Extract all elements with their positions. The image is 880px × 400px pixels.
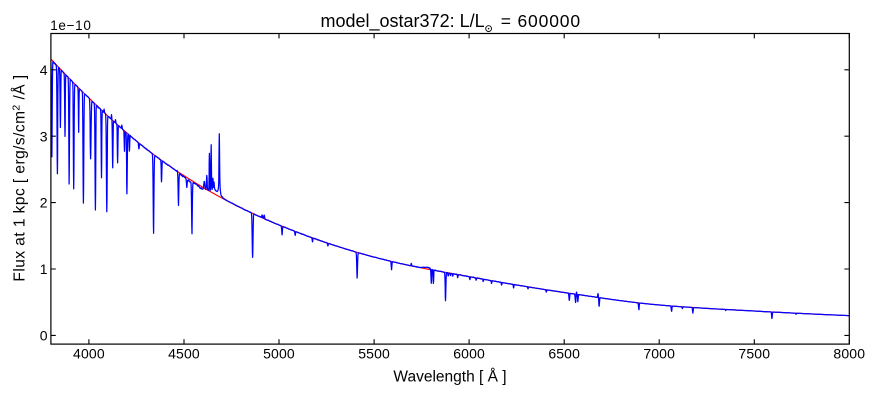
svg-text:1: 1 [40,261,48,277]
svg-text:6000: 6000 [453,345,485,361]
svg-text:Flux at 1 kpc [ erg/s/cm2 /Å ]: Flux at 1 kpc [ erg/s/cm2 /Å ] [11,74,29,281]
svg-text:Wavelength [ Å ]: Wavelength [ Å ] [393,369,506,386]
svg-text:6500: 6500 [548,345,580,361]
svg-text:= 600000: = 600000 [501,11,581,31]
svg-text:4: 4 [40,62,48,78]
svg-text:7000: 7000 [643,345,675,361]
svg-text:model_ostar372: L/L: model_ostar372: L/L [321,11,485,32]
svg-text:8000: 8000 [833,345,865,361]
svg-text:4000: 4000 [73,345,105,361]
svg-text:7500: 7500 [738,345,770,361]
svg-text:4500: 4500 [168,345,200,361]
svg-text:2: 2 [40,195,48,211]
svg-text:5500: 5500 [358,345,390,361]
svg-text:1e−10: 1e−10 [50,18,91,33]
svg-text:5000: 5000 [263,345,295,361]
svg-text:3: 3 [40,128,48,144]
svg-text:0: 0 [40,328,48,344]
